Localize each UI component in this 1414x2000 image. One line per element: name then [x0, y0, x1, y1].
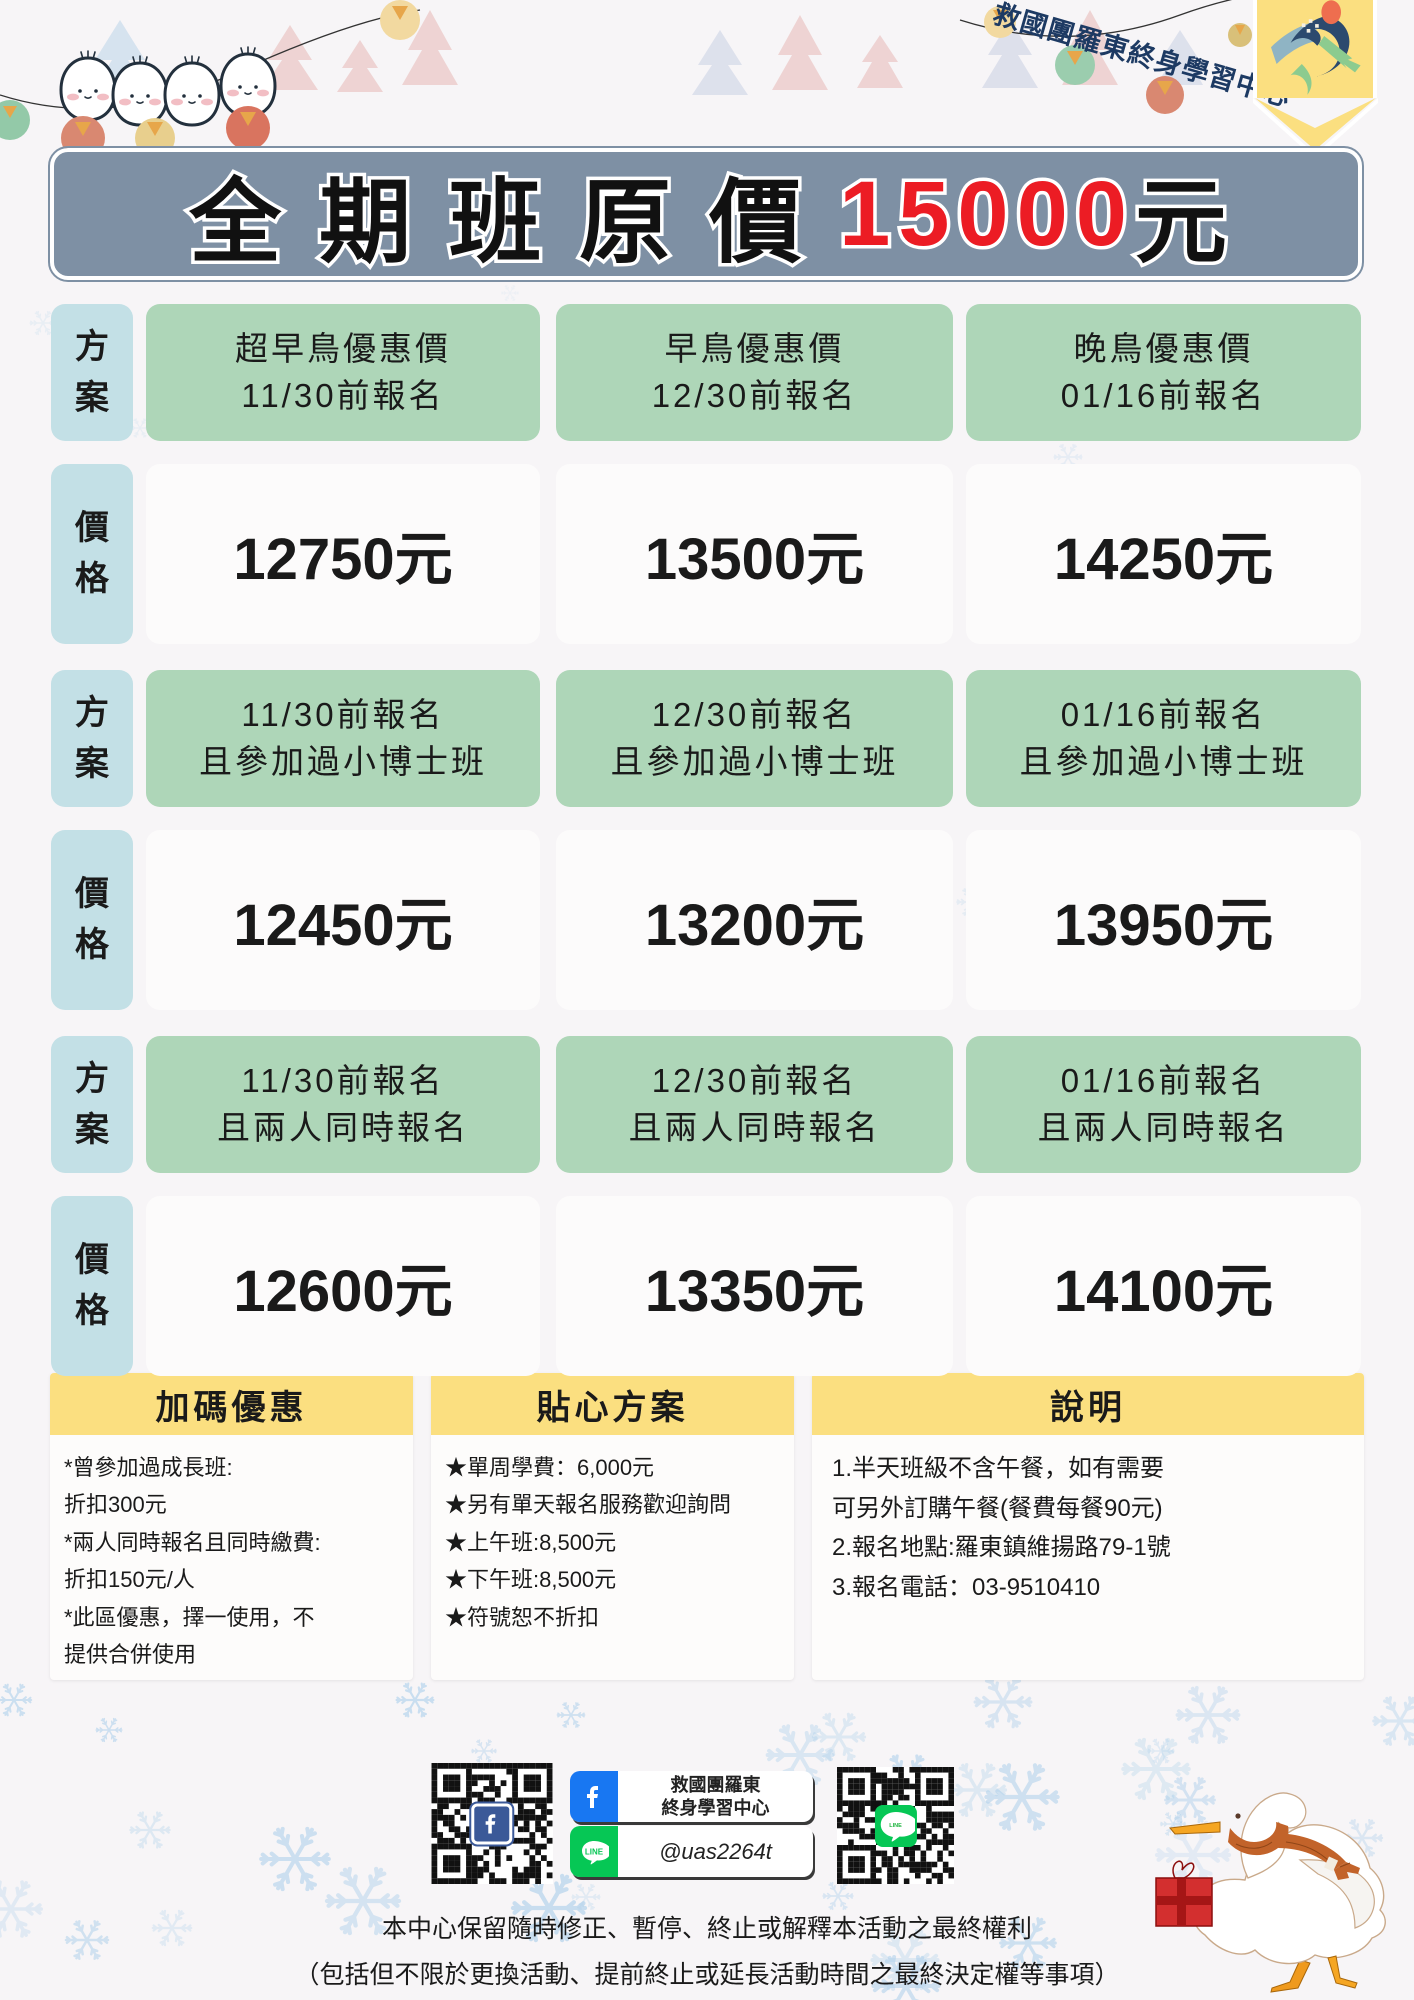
svg-text:LINE: LINE — [585, 1847, 604, 1856]
